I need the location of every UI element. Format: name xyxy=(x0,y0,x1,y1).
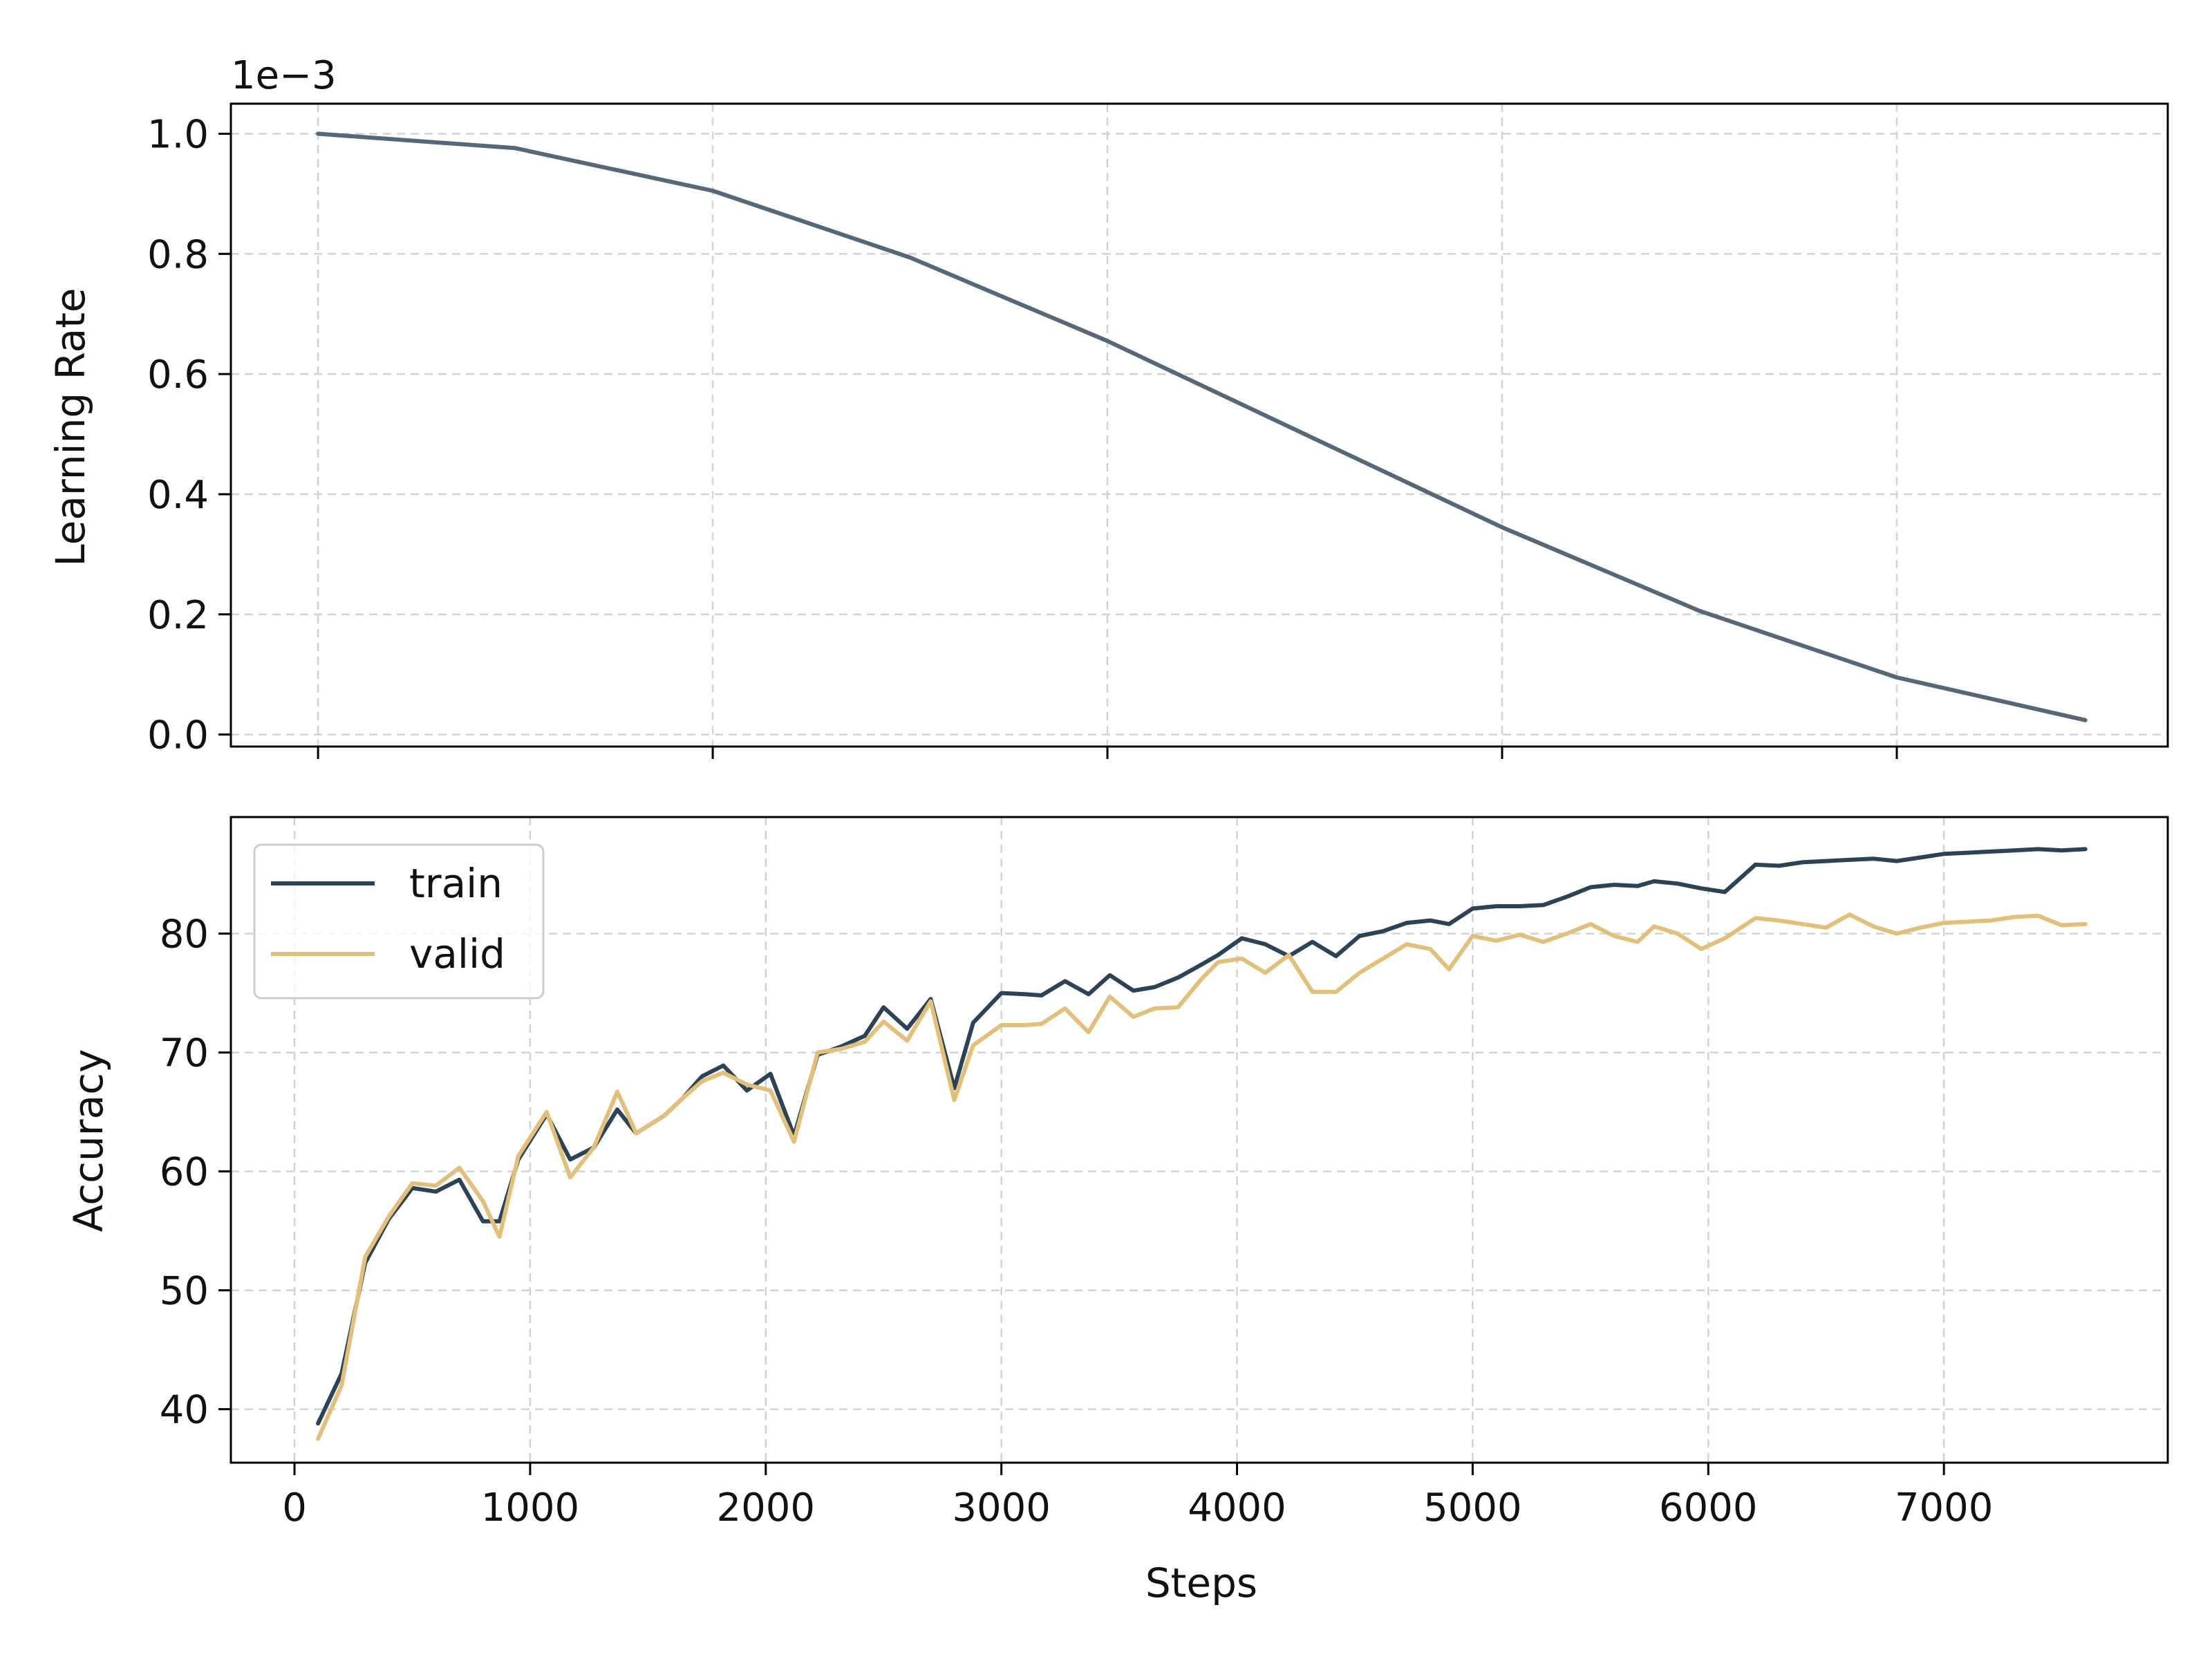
accuracy-x-tick-label: 0 xyxy=(282,1485,307,1530)
learning-rate-x-ticks xyxy=(317,747,1898,759)
accuracy-x-tick-label: 3000 xyxy=(952,1485,1051,1530)
accuracy-panel: 0 1000 2000 3000 4000 5000 6000 7000 40 50 60 70 80… xyxy=(65,816,2169,1606)
learning-rate-y-tick-label: 0.8 xyxy=(147,232,209,277)
accuracy-x-tick-label: 4000 xyxy=(1188,1485,1286,1530)
accuracy-y-tick-label: 60 xyxy=(160,1150,209,1195)
learning-rate-y-tick-label: 0.0 xyxy=(147,713,209,758)
learning-rate-y-ticks: 0.0 0.2 0.4 0.6 0.8 1.0 xyxy=(147,112,231,758)
accuracy-x-ticks: 0 1000 2000 3000 4000 5000 6000 7000 xyxy=(282,1463,1993,1530)
learning-rate-frame xyxy=(229,102,2169,748)
learning-rate-panel: 0.0 0.2 0.4 0.6 0.8 1.0 1e−3 Learning Rate xyxy=(47,53,2169,759)
accuracy-y-tick-label: 70 xyxy=(160,1031,209,1076)
learning-rate-lines xyxy=(316,131,2088,722)
learning-rate-y-tick-label: 0.6 xyxy=(147,353,209,397)
accuracy-x-tick-label: 2000 xyxy=(717,1485,816,1530)
accuracy-y-tick-label: 50 xyxy=(160,1269,209,1314)
learning-rate-grid xyxy=(231,104,2168,747)
learning-rate-y-tick-label: 0.2 xyxy=(147,593,209,638)
accuracy-lines xyxy=(316,847,2088,1441)
accuracy-x-tick-label: 5000 xyxy=(1423,1485,1522,1530)
learning-rate-y-tick-label: 0.4 xyxy=(147,473,209,518)
learning-rate-series-line xyxy=(316,131,2088,722)
accuracy-x-tick-label: 1000 xyxy=(481,1485,580,1530)
accuracy-y-tick-label: 80 xyxy=(160,912,209,957)
accuracy-x-axis-label: Steps xyxy=(1145,1559,1257,1606)
accuracy-x-tick-label: 7000 xyxy=(1895,1485,1994,1530)
accuracy-frame xyxy=(229,816,2169,1464)
accuracy-series-valid xyxy=(316,912,2088,1441)
learning-rate-y-axis-label: Learning Rate xyxy=(47,288,94,566)
legend: train valid xyxy=(253,843,545,1000)
accuracy-y-tick-label: 40 xyxy=(160,1388,209,1433)
legend-label-train: train xyxy=(409,860,503,907)
accuracy-x-tick-label: 6000 xyxy=(1659,1485,1758,1530)
legend-label-valid: valid xyxy=(409,930,505,977)
learning-rate-y-tick-label: 1.0 xyxy=(147,112,209,157)
accuracy-y-ticks: 40 50 60 70 80 xyxy=(160,912,231,1433)
accuracy-series-train xyxy=(316,847,2088,1426)
accuracy-y-axis-label: Accuracy xyxy=(65,1049,112,1232)
learning-rate-offset-text: 1e−3 xyxy=(231,53,337,98)
